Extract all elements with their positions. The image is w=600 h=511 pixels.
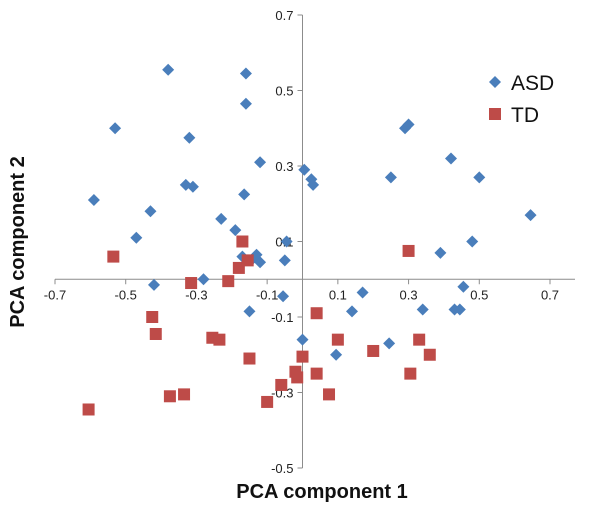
y-tick-label: -0.5	[271, 461, 293, 476]
asd-point	[384, 171, 397, 184]
asd-point	[445, 152, 457, 165]
td-point	[404, 367, 417, 380]
td-point	[236, 235, 249, 248]
x-tick-label: -0.3	[185, 287, 207, 302]
legend: ASD TD	[489, 72, 554, 127]
asd-point	[457, 280, 470, 293]
y-axis-title: PCA component 2	[7, 156, 29, 328]
axes-layer: -0.7 -0.5 -0.3 -0.1 0.1 0.3 0.5 0.7-0.5-0.3-0.1…	[44, 8, 575, 476]
x-tick-label: -0.1	[256, 287, 278, 302]
td-point	[107, 250, 120, 263]
td-legend-marker	[489, 108, 501, 120]
td-point	[367, 344, 380, 357]
asd-point	[473, 171, 486, 184]
asd-point	[296, 333, 309, 346]
x-tick-label: 0.7	[541, 287, 559, 302]
asd-point	[238, 188, 251, 201]
td-legend-label: TD	[511, 104, 539, 127]
x-axis-title: PCA component 1	[236, 481, 408, 503]
asd-legend-marker	[489, 76, 501, 88]
td-point	[402, 244, 415, 257]
asd-point	[254, 156, 267, 169]
y-tick-label: 0.7	[275, 8, 293, 23]
td-point	[275, 378, 288, 391]
asd-point	[330, 348, 343, 361]
asd-point	[453, 303, 466, 316]
asd-point	[229, 224, 242, 237]
y-tick-label: 0.5	[275, 84, 293, 99]
y-tick-label: -0.1	[271, 310, 293, 325]
td-point	[310, 307, 323, 320]
td-point	[423, 348, 436, 361]
asd-point	[109, 122, 122, 135]
td-point	[178, 388, 191, 401]
td-point	[323, 388, 336, 401]
asd-point	[356, 286, 369, 299]
td-point	[243, 352, 256, 365]
asd-point	[239, 67, 252, 80]
asd-point	[87, 193, 100, 206]
asd-point	[278, 254, 291, 267]
asd-point	[243, 305, 256, 318]
asd-legend-label: ASD	[511, 72, 554, 95]
points-layer	[82, 63, 537, 416]
td-point	[331, 333, 344, 346]
asd-point	[402, 118, 415, 131]
td-point	[296, 350, 309, 363]
td-point	[310, 367, 323, 380]
x-tick-label: 0.5	[470, 287, 488, 302]
td-point	[149, 327, 162, 340]
asd-point	[416, 303, 429, 316]
td-point	[82, 403, 95, 416]
td-point	[261, 395, 274, 408]
td-point	[146, 311, 159, 323]
x-tick-label: -0.7	[44, 287, 66, 302]
asd-point	[186, 180, 199, 193]
x-tick-label: 0.3	[400, 287, 418, 302]
asd-point	[148, 278, 160, 291]
asd-point	[346, 305, 358, 318]
asd-point	[197, 273, 210, 286]
x-tick-label: 0.1	[329, 287, 347, 302]
asd-point	[215, 212, 228, 225]
td-point	[413, 333, 426, 346]
td-point	[185, 277, 198, 290]
y-tick-label: 0.3	[275, 159, 293, 174]
td-point	[213, 333, 226, 346]
asd-point	[162, 63, 175, 76]
asd-point	[383, 337, 396, 350]
asd-point	[524, 209, 537, 222]
asd-point	[183, 131, 196, 144]
asd-point	[298, 163, 311, 176]
asd-point	[466, 235, 479, 248]
td-point	[222, 275, 235, 288]
asd-point	[277, 290, 290, 303]
x-tick-label: -0.5	[115, 287, 137, 302]
asd-point	[280, 235, 293, 248]
td-point	[163, 390, 176, 403]
asd-point	[239, 97, 252, 110]
asd-point	[144, 205, 157, 218]
asd-point	[130, 231, 143, 244]
td-point	[291, 371, 304, 384]
asd-point	[307, 178, 320, 191]
asd-point	[434, 246, 447, 259]
td-point	[241, 254, 254, 267]
